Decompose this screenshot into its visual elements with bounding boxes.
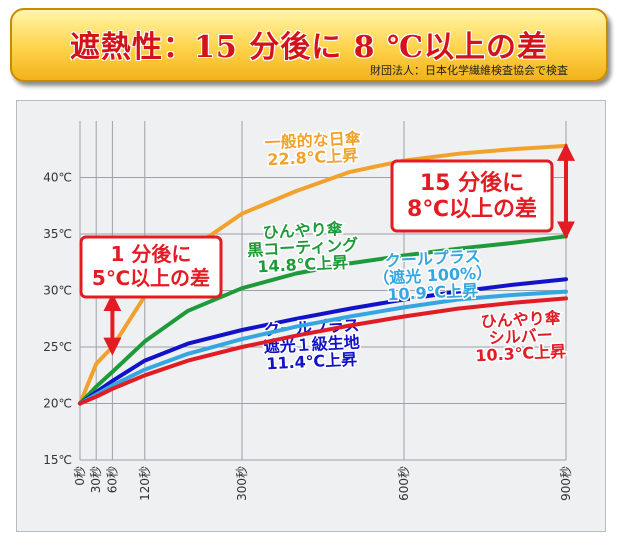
series-label: 10.3℃上昇: [475, 342, 567, 366]
callout-box: [390, 159, 554, 233]
x-tick-label: 600秒: [397, 466, 411, 501]
x-tick-label: 120秒: [138, 466, 152, 501]
callout-text: 8℃以上の差: [407, 196, 537, 222]
x-tick-label: 0秒: [73, 466, 87, 486]
y-tick-label: 20℃: [43, 397, 72, 411]
series-line: [78, 296, 568, 406]
callout-box: [79, 235, 223, 299]
x-tick-label: 60秒: [105, 466, 119, 493]
y-tick-label: 25℃: [43, 340, 72, 354]
callout-text: 1 分後に: [111, 242, 192, 266]
series-label: 22.8℃上昇: [267, 146, 359, 170]
x-tick-label: 900秒: [559, 466, 573, 501]
title-banner: 遮熱性：15 分後に 8 ℃以上の差 財団法人：日本化学繊維検査協会で検査: [10, 8, 608, 82]
series-line: [78, 277, 568, 406]
series-label: 11.4℃上昇: [266, 350, 358, 374]
series-label: 14.8℃上昇: [257, 253, 349, 277]
callout-text: 5℃以上の差: [92, 266, 210, 290]
y-tick-label: 15℃: [43, 453, 72, 467]
callout-text: 15 分後に: [420, 170, 524, 196]
y-tick-label: 35℃: [43, 227, 72, 241]
chart-title: 遮熱性：15 分後に 8 ℃以上の差: [70, 30, 548, 65]
y-tick-label: 40℃: [43, 171, 72, 185]
test-credit: 財団法人：日本化学繊維検査協会で検査: [370, 64, 568, 77]
x-tick-label: 300秒: [235, 466, 249, 501]
x-tick-label: 30秒: [89, 466, 103, 493]
series-line: [78, 289, 568, 406]
y-tick-label: 30℃: [43, 284, 72, 298]
series-line: [78, 234, 568, 406]
